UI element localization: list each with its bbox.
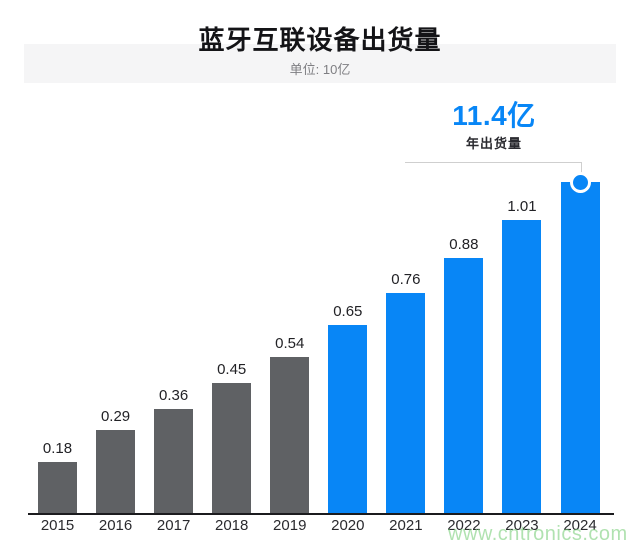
x-tick-label-2018: 2018 — [214, 517, 249, 534]
watermark-text: www.cntronics.com — [448, 523, 628, 545]
bar-value-label-2022: 0.88 — [449, 236, 479, 253]
bar-value-label-2015: 0.18 — [42, 440, 73, 457]
x-tick-label-2022: 2022 — [447, 517, 481, 534]
subtitle-band — [24, 44, 616, 83]
x-tick-label-2017: 2017 — [156, 517, 191, 534]
x-tick-label-2021: 2021 — [389, 517, 423, 534]
x-tick-label-2020: 2020 — [331, 517, 365, 534]
chart-bar-2019 — [270, 357, 310, 514]
highlight-circle-marker-fill — [573, 175, 588, 190]
callout-leader-line — [405, 162, 582, 173]
bar-value-label-2018: 0.45 — [217, 361, 247, 378]
page-title: 蓝牙互联设备出货量 — [198, 25, 442, 55]
highlight-circle-marker — [570, 172, 591, 193]
bar-value-label-2023: 1.01 — [507, 198, 537, 215]
chart-bar-2016 — [96, 430, 136, 514]
bar-value-label-2020: 0.65 — [333, 303, 363, 320]
bar-value-label-2021: 0.76 — [391, 271, 421, 288]
chart-bar-2023 — [502, 220, 542, 514]
x-tick-label-2023: 2023 — [505, 517, 539, 534]
bar-value-label-2017: 0.36 — [159, 387, 189, 404]
highlight-value: 11.4亿 — [452, 100, 536, 131]
bar-value-label-2019: 0.54 — [275, 335, 305, 352]
chart-bar-2020 — [328, 325, 368, 514]
bar-value-label-2016: 0.29 — [100, 408, 131, 425]
x-axis-line — [28, 513, 614, 515]
chart-bar-2017 — [154, 409, 194, 514]
chart-bar-2021 — [386, 293, 426, 514]
chart-bar-2022 — [444, 258, 484, 514]
chart-bar-2024 — [560, 182, 600, 514]
chart-bar-2018 — [212, 383, 252, 514]
x-tick-label-2019: 2019 — [273, 517, 307, 534]
chart-unit-note: 单位: 10亿 — [289, 62, 351, 77]
highlight-label: 年出货量 — [465, 136, 522, 151]
x-tick-label-2024: 2024 — [563, 517, 597, 534]
x-tick-label-2015: 2015 — [40, 517, 75, 534]
chart-bar-2015 — [38, 462, 77, 514]
x-tick-label-2016: 2016 — [98, 517, 133, 534]
